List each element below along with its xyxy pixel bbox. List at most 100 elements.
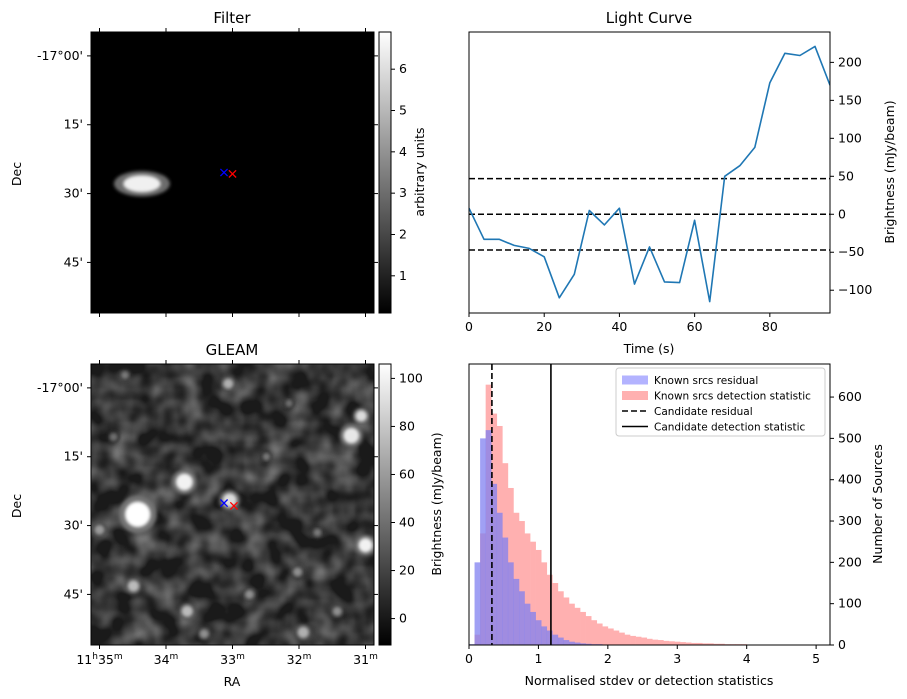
histogram-panel: 0 1 2 3 4 5 0 100 200 300 400 500 600 Normalised st… <box>465 363 885 688</box>
ra-minutes: 32 <box>287 652 303 667</box>
residual-bar <box>480 438 486 645</box>
dec-tick-label: -17°00' <box>37 380 83 395</box>
filter-colorbar: 1 2 3 4 5 6 arbitrary units <box>378 31 427 314</box>
lightcurve-xlabel: Time (s) <box>623 341 675 356</box>
gleam-source <box>262 453 271 461</box>
residual-bar <box>518 591 525 645</box>
filter-dec-ticks: -17°00' 15' 30' 45' <box>37 48 378 269</box>
gleam-source <box>175 473 193 491</box>
ra-hours: 11 <box>76 652 92 667</box>
legend-swatch <box>622 391 648 400</box>
dec-tick-label: 30' <box>64 518 83 533</box>
filter-image <box>113 171 170 197</box>
lightcurve-panel: Light Curve 0 20 40 60 80 −100 −50 0 50 100 150 20… <box>465 9 897 356</box>
detection-stat-bar <box>518 521 525 645</box>
filter-colorbar-label: arbitrary units <box>412 127 427 216</box>
legend-label: Candidate residual <box>654 406 753 418</box>
filter-red-x-marker <box>228 169 237 178</box>
gleam-source <box>223 378 234 389</box>
ra-minutes-sup: m <box>170 652 179 662</box>
residual-bar <box>524 603 531 645</box>
lightcurve-x-ticks: 0 20 40 60 80 <box>465 313 778 334</box>
ra-tick-label: 32m <box>287 652 312 667</box>
colorbar-tick-label: 2 <box>399 226 407 241</box>
ra-minutes-sup: m <box>303 652 312 662</box>
ra-hours-sup: h <box>92 652 98 662</box>
x-tick-label: 40 <box>611 319 627 334</box>
gleam-source <box>244 589 255 599</box>
detection-stat-bar <box>552 583 559 645</box>
x-tick-label: 5 <box>812 651 820 666</box>
gleam-source <box>297 626 309 639</box>
detection-stat-bar <box>602 626 609 645</box>
ra-tick-label: 11h35m <box>76 652 122 667</box>
y-tick-label: 300 <box>838 513 862 528</box>
x-tick-label: 0 <box>465 651 473 666</box>
dec-tick-label: 15' <box>64 449 83 464</box>
filter-ylabel: Dec <box>9 162 24 186</box>
x-tick-label: 60 <box>687 319 703 334</box>
gleam-colorbar-gradient <box>378 363 392 646</box>
detection-stat-bar <box>718 643 725 645</box>
dec-tick-label: -17°00' <box>37 48 83 63</box>
residual-bar <box>574 642 581 645</box>
gleam-source <box>120 371 129 380</box>
lightcurve-ylabel: Brightness (mJy/beam) <box>882 100 897 243</box>
gleam-image <box>91 369 374 641</box>
gleam-source <box>343 427 360 444</box>
lightcurve-y-ticks: −100 −50 0 50 100 150 200 <box>830 54 872 297</box>
ra-minutes-sup: m <box>236 652 245 662</box>
residual-bar <box>530 611 536 645</box>
dec-tick-label: 45' <box>64 586 83 601</box>
y-tick-label: 150 <box>838 92 862 107</box>
filter-source <box>123 175 161 193</box>
detection-stat-bar <box>713 643 720 645</box>
detection-stat-bar <box>630 635 636 645</box>
x-tick-label: 20 <box>536 319 552 334</box>
detection-stat-bar <box>613 630 620 645</box>
colorbar-tick-label: 100 <box>399 370 423 385</box>
histogram-x-ticks: 0 1 2 3 4 5 <box>465 645 820 666</box>
gleam-colorbar-ticks: 0 20 40 60 80 100 <box>391 370 423 626</box>
y-tick-label: 0 <box>838 637 846 652</box>
ra-minutes: 35 <box>98 652 114 667</box>
gleam-markers <box>219 499 238 510</box>
ra-tick-label: 34m <box>154 652 179 667</box>
dec-tick-label: 45' <box>64 254 83 269</box>
y-tick-label: −100 <box>838 282 872 297</box>
colorbar-tick-label: 1 <box>399 268 407 283</box>
y-tick-label: 200 <box>838 554 862 569</box>
filter-title: Filter <box>213 9 251 27</box>
gleam-colorbar: 0 20 40 60 80 100 Brightness (mJy/beam) <box>378 363 444 646</box>
residual-bar <box>513 578 520 645</box>
filter-panel: Filter -17°00' 15' 30' 45' Dec 1 2 3 4 5 6 arbit… <box>9 9 427 317</box>
detection-stat-bar <box>674 641 681 645</box>
gleam-source <box>358 538 373 553</box>
residual-bar <box>580 643 586 645</box>
x-tick-label: 2 <box>604 651 612 666</box>
legend-label: Known srcs residual <box>654 375 758 387</box>
ra-minutes-sup: m <box>369 652 378 662</box>
dec-tick-label: 15' <box>64 117 83 132</box>
detection-stat-bar <box>591 620 598 645</box>
residual-bar <box>535 620 542 645</box>
y-tick-label: 100 <box>838 130 862 145</box>
detection-stat-bar <box>568 603 575 645</box>
y-tick-label: 100 <box>838 596 862 611</box>
residual-bar <box>474 562 481 645</box>
lightcurve-title: Light Curve <box>606 9 692 27</box>
legend-frame <box>615 367 826 437</box>
colorbar-tick-label: 5 <box>399 103 407 118</box>
x-tick-label: 80 <box>762 319 778 334</box>
gleam-source <box>94 524 105 535</box>
y-tick-label: 200 <box>838 54 862 69</box>
lightcurve-line <box>469 45 830 303</box>
residual-bar <box>485 430 492 645</box>
detection-stat-bar <box>691 642 698 645</box>
gleam-source <box>109 433 118 442</box>
gleam-source <box>293 567 303 577</box>
residual-bar <box>552 634 559 645</box>
gleam-source <box>332 606 342 616</box>
detection-stat-bar <box>574 607 581 645</box>
residual-bar <box>496 512 503 645</box>
